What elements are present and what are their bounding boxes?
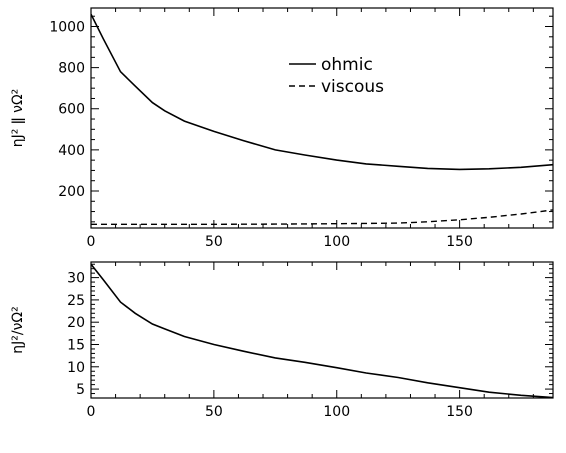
y-tick-label: 15: [67, 337, 85, 353]
x-tick-label: 50: [205, 234, 223, 250]
plot-frame: [90, 7, 554, 229]
legend-label-ohmic: ohmic: [321, 55, 373, 75]
plot-frame: [90, 261, 554, 399]
series-line-series-0: [91, 263, 553, 398]
y-tick-label: 5: [76, 382, 85, 398]
x-tick-label: 0: [87, 234, 96, 250]
y-tick-label: 30: [67, 271, 85, 287]
x-tick-label: 50: [205, 404, 223, 420]
y-tick-label: 400: [58, 143, 85, 159]
y-tick-label: 10: [67, 360, 85, 376]
x-tick-label: 150: [446, 404, 473, 420]
top-panel: 0 50 100 150 200 400 600 800 1000 ηJ² ǁ νΩ² ohmicv…: [10, 7, 554, 250]
x-tick-label: 100: [323, 404, 350, 420]
y-axis-label: ηJ²/νΩ²: [10, 306, 26, 353]
y-tick-label: 600: [58, 102, 85, 118]
y-tick-label: 800: [58, 61, 85, 77]
series-line-ohmic: [91, 13, 553, 171]
y-tick-label: 200: [58, 184, 85, 200]
legend-label-viscous: viscous: [321, 77, 384, 97]
y-tick-label: 1000: [49, 20, 85, 36]
x-tick-label: 150: [446, 234, 473, 250]
series-line-viscous: [91, 209, 553, 225]
y-axis-label: ηJ² ǁ νΩ²: [10, 89, 26, 148]
x-tick-label: 100: [323, 234, 350, 250]
x-tick-label: 0: [87, 404, 96, 420]
y-tick-label: 20: [67, 315, 85, 331]
y-tick-label: 25: [67, 293, 85, 309]
bottom-panel: 0 50 100 150 5 10 15 20 25 30 ηJ²/νΩ²: [10, 261, 554, 420]
